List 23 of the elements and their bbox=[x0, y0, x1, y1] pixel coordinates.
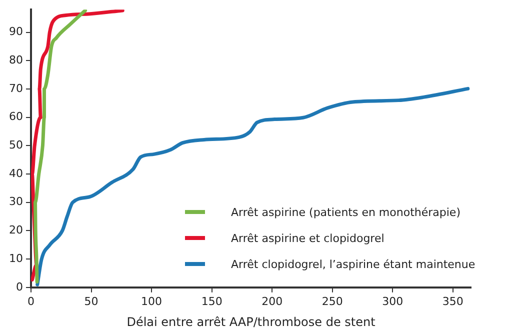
x-axis-title: Délai entre arrêt AAP/thrombose de stent bbox=[126, 314, 376, 329]
x-tick-label: 350 bbox=[442, 294, 464, 308]
y-tick-label: 50 bbox=[8, 138, 23, 152]
x-tick-label: 300 bbox=[382, 294, 404, 308]
legend-label: Arrêt clopidogrel, l’aspirine étant maintenue bbox=[231, 258, 476, 271]
legend-label: Arrêt aspirine (patients en monothérapie) bbox=[231, 206, 460, 219]
y-tick-label: 10 bbox=[8, 252, 23, 265]
y-tick-label: 30 bbox=[8, 195, 23, 208]
x-tick-label: 200 bbox=[262, 294, 283, 308]
y-tick-label: 20 bbox=[8, 224, 23, 237]
legend-label: Arrêt aspirine et clopidogrel bbox=[231, 232, 384, 245]
x-tick-label: 100 bbox=[141, 294, 162, 308]
line-series bbox=[33, 10, 87, 284]
x-tick-label: 150 bbox=[201, 294, 222, 308]
x-tick-label: 0 bbox=[27, 294, 34, 308]
x-tick-label: 50 bbox=[84, 294, 98, 308]
y-tick-label: 90 bbox=[8, 25, 23, 38]
y-tick-label: 80 bbox=[8, 53, 23, 66]
x-tick-label: 250 bbox=[322, 294, 343, 308]
y-tick-label: 0 bbox=[16, 280, 23, 294]
y-tick-label: 60 bbox=[8, 110, 23, 124]
y-tick-label: 70 bbox=[8, 82, 23, 95]
y-tick-label: 40 bbox=[8, 166, 23, 180]
